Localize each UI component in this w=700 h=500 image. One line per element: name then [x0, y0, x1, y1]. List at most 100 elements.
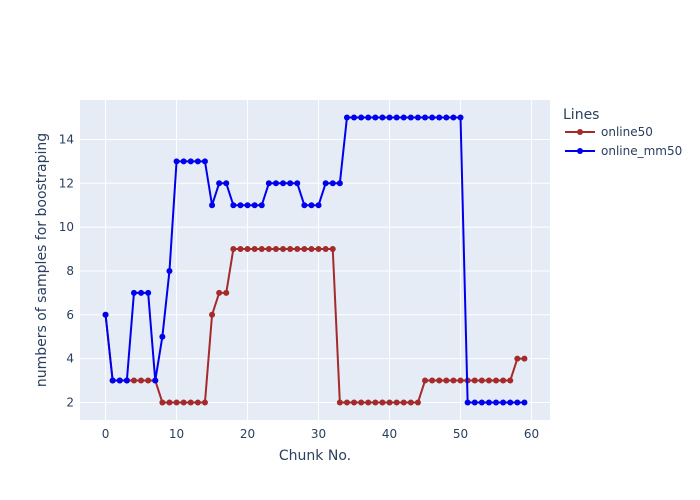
data-point — [379, 399, 386, 406]
legend: Lines online50 online_mm50 — [563, 107, 682, 158]
series-online_mm50 — [102, 114, 528, 406]
y-axis-ticks: 2 4 6 8 10 12 14 — [59, 132, 74, 409]
data-point — [159, 333, 166, 340]
data-point — [414, 399, 421, 406]
x-tick-label: 60 — [524, 427, 539, 441]
data-point — [258, 202, 265, 209]
data-point — [152, 377, 159, 384]
y-tick-label: 8 — [66, 264, 74, 278]
x-axis-title: Chunk No. — [279, 448, 351, 464]
data-point — [500, 377, 507, 384]
data-point — [450, 377, 457, 384]
x-tick-label: 50 — [453, 427, 468, 441]
legend-item[interactable]: online50 — [565, 125, 653, 139]
legend-swatch-marker — [577, 148, 583, 154]
data-point — [180, 158, 187, 165]
data-point — [457, 114, 464, 121]
x-tick-label: 10 — [169, 427, 184, 441]
data-point — [329, 180, 336, 187]
data-point — [336, 180, 343, 187]
data-point — [272, 246, 279, 253]
data-point — [187, 399, 194, 406]
data-point — [329, 246, 336, 253]
data-point — [109, 377, 116, 384]
data-point — [159, 399, 166, 406]
y-tick-label: 12 — [59, 176, 74, 190]
data-point — [386, 399, 393, 406]
data-point — [336, 399, 343, 406]
data-point — [343, 114, 350, 121]
data-point — [258, 246, 265, 253]
data-point — [407, 114, 414, 121]
data-point — [251, 246, 258, 253]
data-point — [209, 202, 216, 209]
data-point — [407, 399, 414, 406]
data-point — [166, 399, 173, 406]
data-point — [471, 399, 478, 406]
data-point — [294, 246, 301, 253]
x-tick-label: 0 — [102, 427, 110, 441]
data-point — [230, 202, 237, 209]
x-tick-label: 40 — [382, 427, 397, 441]
data-point — [209, 311, 216, 318]
data-point — [365, 399, 372, 406]
data-point — [393, 114, 400, 121]
data-point — [194, 158, 201, 165]
data-point — [287, 246, 294, 253]
data-point — [166, 267, 173, 274]
data-point — [514, 399, 521, 406]
data-point — [351, 114, 358, 121]
data-point — [386, 114, 393, 121]
data-point — [422, 377, 429, 384]
data-point — [351, 399, 358, 406]
data-point — [400, 114, 407, 121]
data-point — [102, 311, 109, 318]
y-tick-label: 2 — [66, 395, 74, 409]
data-point — [343, 399, 350, 406]
data-point — [372, 399, 379, 406]
data-point — [464, 399, 471, 406]
plot-background — [80, 100, 550, 420]
data-point — [436, 114, 443, 121]
data-point — [223, 289, 230, 296]
data-point — [308, 246, 315, 253]
legend-item[interactable]: online_mm50 — [565, 144, 682, 158]
data-point — [507, 399, 514, 406]
data-point — [436, 377, 443, 384]
data-point — [216, 180, 223, 187]
data-point — [414, 114, 421, 121]
data-point — [130, 377, 137, 384]
data-point — [201, 399, 208, 406]
data-point — [400, 399, 407, 406]
data-point — [322, 180, 329, 187]
legend-swatch-marker — [577, 129, 583, 135]
data-point — [315, 202, 322, 209]
data-point — [223, 180, 230, 187]
data-point — [272, 180, 279, 187]
data-point — [138, 289, 145, 296]
data-point — [429, 114, 436, 121]
data-point — [173, 399, 180, 406]
legend-title: Lines — [563, 107, 599, 123]
x-tick-label: 20 — [240, 427, 255, 441]
data-point — [443, 114, 450, 121]
data-point — [251, 202, 258, 209]
data-point — [123, 377, 130, 384]
data-point — [478, 377, 485, 384]
data-point — [265, 246, 272, 253]
data-point — [393, 399, 400, 406]
data-point — [457, 377, 464, 384]
data-point — [422, 114, 429, 121]
data-point — [485, 377, 492, 384]
data-point — [130, 289, 137, 296]
series-online50 — [102, 246, 528, 406]
data-point — [358, 114, 365, 121]
data-point — [294, 180, 301, 187]
data-point — [478, 399, 485, 406]
data-point — [265, 180, 272, 187]
data-point — [280, 246, 287, 253]
data-point — [507, 377, 514, 384]
data-point — [116, 377, 123, 384]
data-point — [138, 377, 145, 384]
y-tick-label: 4 — [66, 352, 74, 366]
